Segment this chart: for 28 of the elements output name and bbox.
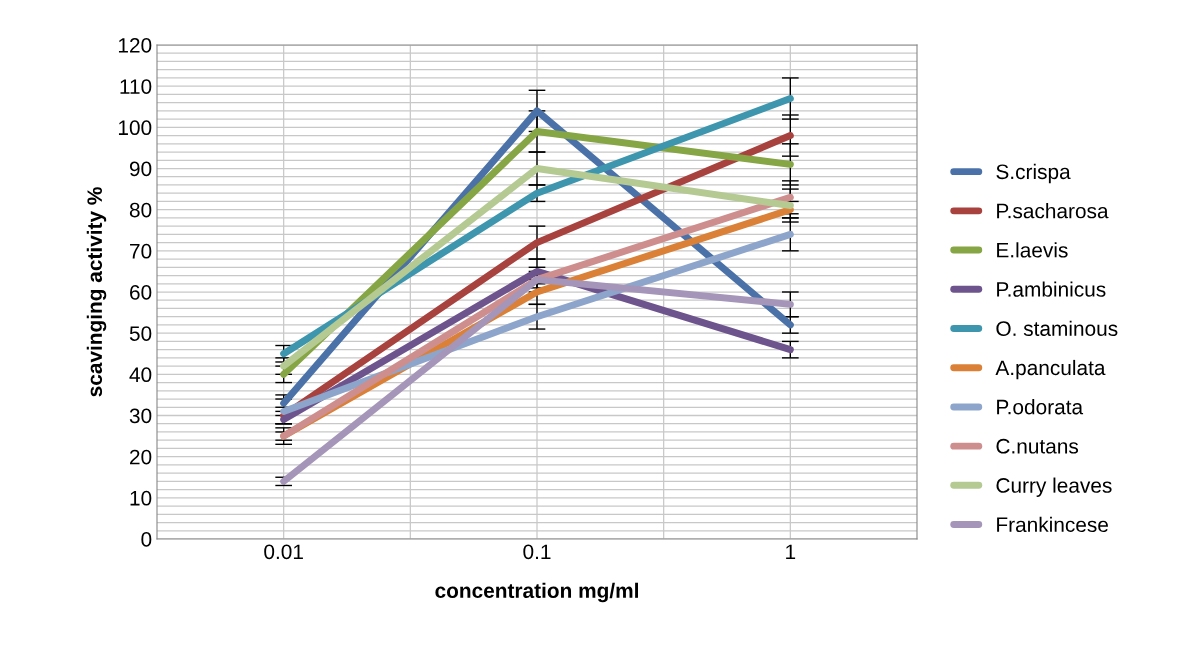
legend-label: P.sacharosa xyxy=(997,203,1109,219)
legend-label: O. staminous xyxy=(996,320,1118,336)
legend-label: P.ambinicus xyxy=(997,281,1106,297)
y-tick-label: 30 xyxy=(129,408,152,424)
y-tick-label: 70 xyxy=(130,243,152,259)
y-tick-label: 120 xyxy=(118,38,152,53)
legend-label: E.laevis xyxy=(997,242,1068,258)
y-tick-label: 100 xyxy=(118,120,152,136)
legend-label: Frankincese xyxy=(997,516,1108,533)
y-tick-label: 20 xyxy=(130,449,152,465)
x-tick-label: 1 xyxy=(786,544,796,559)
legend-label: P.odorata xyxy=(997,399,1084,415)
legend-label: C.nutans xyxy=(996,438,1079,454)
y-tick-label: 10 xyxy=(130,490,152,506)
y-tick-label: 40 xyxy=(129,367,152,383)
y-tick-label: 110 xyxy=(120,79,152,94)
y-tick-label: 50 xyxy=(129,326,152,341)
y-tick-label: 60 xyxy=(130,285,152,300)
x-tick-label: 0.01 xyxy=(264,544,303,560)
legend-label: A.panculata xyxy=(995,359,1106,380)
y-tick-label: 0 xyxy=(141,532,152,547)
y-tick-label: 90 xyxy=(129,161,152,177)
y-tick-label: 80 xyxy=(129,202,152,218)
legend-label: S.crispa xyxy=(996,163,1071,184)
x-tick-label: 0.1 xyxy=(523,544,551,560)
legend-label: Curry leaves xyxy=(996,477,1112,497)
x-axis-title: concentration mg/ml xyxy=(435,582,638,603)
y-axis-title: scavinging activity % xyxy=(86,187,107,397)
